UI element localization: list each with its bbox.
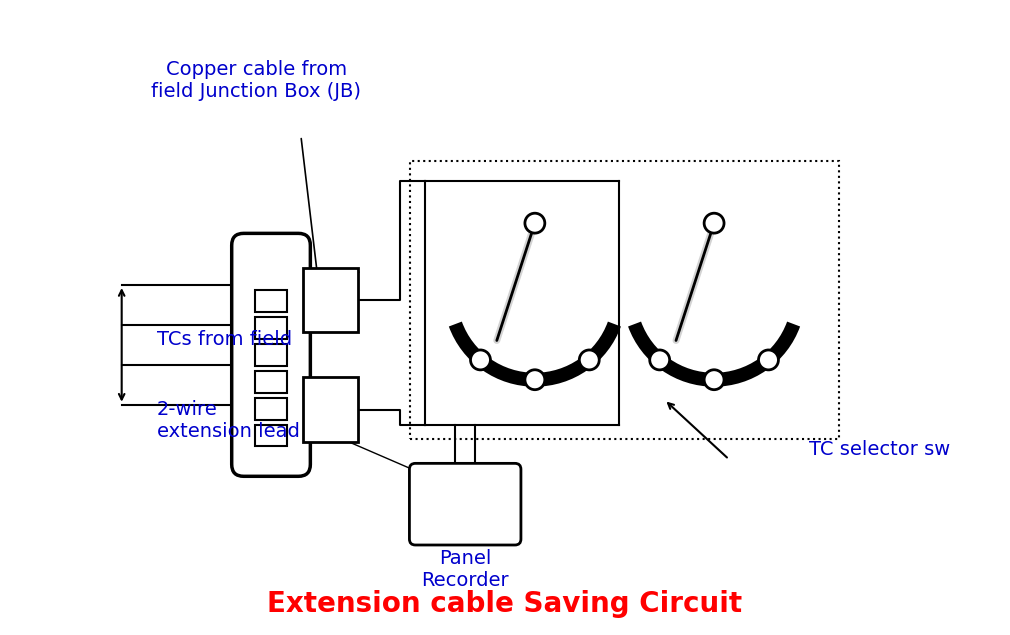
FancyBboxPatch shape [256, 371, 287, 392]
Text: 2-wire
extension lead: 2-wire extension lead [157, 399, 299, 441]
Text: Extension cable Saving Circuit: Extension cable Saving Circuit [268, 590, 742, 618]
FancyBboxPatch shape [256, 344, 287, 366]
Text: TCs from field: TCs from field [157, 330, 292, 349]
Bar [303, 377, 359, 442]
Text: Copper cable from
field Junction Box (JB): Copper cable from field Junction Box (JB… [152, 60, 362, 101]
Circle shape [759, 350, 779, 370]
Circle shape [704, 213, 724, 233]
Circle shape [704, 370, 724, 390]
Bar [410, 161, 838, 439]
Circle shape [525, 213, 544, 233]
FancyBboxPatch shape [231, 234, 310, 476]
FancyBboxPatch shape [256, 425, 287, 446]
FancyBboxPatch shape [409, 464, 521, 545]
Text: TC selector sw: TC selector sw [809, 440, 950, 459]
FancyBboxPatch shape [256, 290, 287, 312]
Circle shape [649, 350, 670, 370]
FancyBboxPatch shape [256, 317, 287, 339]
Text: Panel
Recorder: Panel Recorder [421, 549, 509, 590]
Circle shape [580, 350, 599, 370]
Circle shape [525, 370, 544, 390]
Circle shape [471, 350, 491, 370]
FancyBboxPatch shape [256, 398, 287, 420]
Bar [303, 268, 359, 333]
